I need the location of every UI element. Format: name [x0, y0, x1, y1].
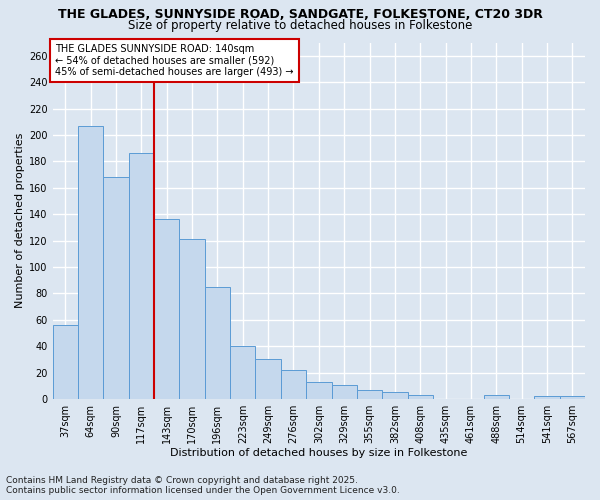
Bar [78, 126, 103, 399]
Bar [281, 370, 306, 399]
Bar [382, 392, 407, 399]
Bar [179, 240, 205, 399]
Bar [205, 287, 230, 399]
Bar [53, 325, 78, 399]
Bar [560, 396, 585, 399]
Bar [256, 360, 281, 399]
Bar [306, 382, 332, 399]
Text: THE GLADES, SUNNYSIDE ROAD, SANDGATE, FOLKESTONE, CT20 3DR: THE GLADES, SUNNYSIDE ROAD, SANDGATE, FO… [58, 8, 542, 20]
Y-axis label: Number of detached properties: Number of detached properties [15, 133, 25, 308]
Text: Contains HM Land Registry data © Crown copyright and database right 2025.
Contai: Contains HM Land Registry data © Crown c… [6, 476, 400, 495]
Bar [230, 346, 256, 399]
Bar [129, 154, 154, 399]
Bar [357, 390, 382, 399]
Bar [103, 177, 129, 399]
Bar [154, 220, 179, 399]
Bar [535, 396, 560, 399]
Bar [484, 395, 509, 399]
X-axis label: Distribution of detached houses by size in Folkestone: Distribution of detached houses by size … [170, 448, 467, 458]
Bar [332, 384, 357, 399]
Text: THE GLADES SUNNYSIDE ROAD: 140sqm
← 54% of detached houses are smaller (592)
45%: THE GLADES SUNNYSIDE ROAD: 140sqm ← 54% … [55, 44, 294, 78]
Text: Size of property relative to detached houses in Folkestone: Size of property relative to detached ho… [128, 19, 472, 32]
Bar [407, 395, 433, 399]
